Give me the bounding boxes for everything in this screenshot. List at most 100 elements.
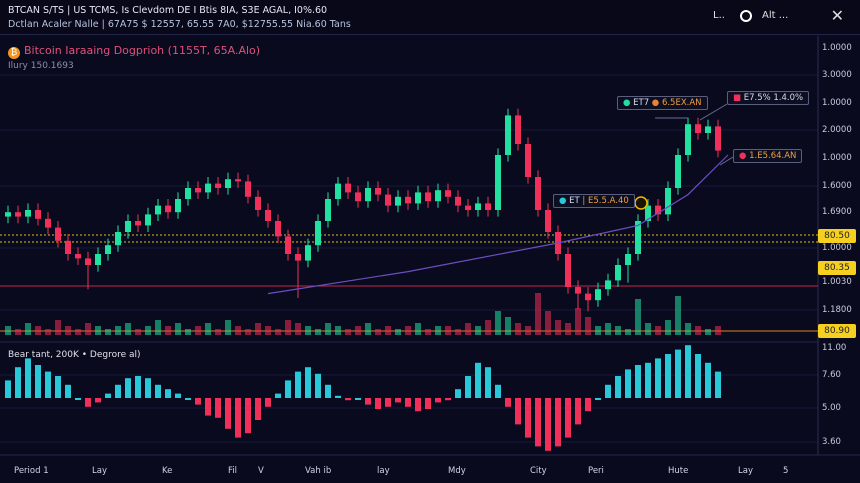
annotation-text: ET (569, 196, 580, 206)
candle-body (405, 196, 411, 204)
candle-body (495, 155, 501, 210)
price-axis-label: 1.0000 (822, 43, 852, 53)
volume-bar (415, 323, 421, 335)
price-axis-label: 1.6000 (822, 181, 852, 191)
time-axis-label: Period 1 (14, 466, 49, 476)
indicator-bar (605, 384, 611, 398)
candle-body (685, 124, 691, 155)
chart-subtitle: Ilury 150.1693 (8, 61, 74, 71)
candle-body (115, 232, 121, 246)
volume-bar (565, 323, 571, 335)
volume-bar (105, 329, 111, 335)
moving-average-line (267, 154, 729, 295)
indicator-bar (375, 398, 381, 409)
volume-bar (675, 296, 681, 335)
candle-body (245, 181, 251, 197)
event-marker-icon[interactable] (634, 196, 648, 210)
volume-bar (425, 329, 431, 335)
candle-body (675, 155, 681, 188)
indicator-bar (115, 384, 121, 398)
annotation-box[interactable]: ● ET | E5.5.A.40 (553, 194, 635, 208)
indicator-axis-label: 11.00 (822, 343, 847, 353)
annotation-leader (719, 156, 734, 166)
indicator-bar (165, 389, 171, 398)
indicator-bar (35, 365, 41, 398)
annotation-box[interactable]: ● 1.E5.64.AN (733, 149, 803, 163)
indicator-bar (635, 365, 641, 398)
candle-body (575, 287, 581, 294)
indicator-bar (105, 393, 111, 398)
indicator-axis-label: 5.00 (822, 403, 841, 413)
price-axis-label: 3.0000 (822, 70, 852, 80)
indicator-bar (235, 398, 241, 438)
candle-body (75, 254, 81, 259)
indicator-bar (645, 362, 651, 398)
time-axis-label: Hute (668, 466, 689, 476)
alt-button[interactable]: Alt ... (762, 10, 789, 21)
volume-bar (155, 320, 161, 335)
indicator-bar (325, 384, 331, 398)
candle-body (395, 196, 401, 206)
volume-bar (345, 329, 351, 335)
volume-bar (235, 326, 241, 335)
time-axis-label: Mdy (448, 466, 466, 476)
volume-bar (275, 329, 281, 335)
top-bar: BTCAN S/TS | US TCMS, Is Clevdom DE I Bt… (0, 0, 860, 35)
candle-body (695, 124, 701, 133)
time-axis-label: lay (377, 466, 390, 476)
indicator-bar (195, 398, 201, 405)
volume-bar (15, 329, 21, 335)
volume-bar (365, 323, 371, 335)
record-icon[interactable] (740, 10, 752, 22)
indicator-bar (55, 376, 61, 398)
indicator-bar (455, 389, 461, 398)
volume-bar (555, 320, 561, 335)
volume-bar (405, 326, 411, 335)
indicator-bar (265, 398, 271, 407)
indicator-bar (295, 371, 301, 398)
indicator-bar (575, 398, 581, 425)
candle-body (425, 192, 431, 202)
header-short-button[interactable]: L.. (713, 10, 725, 21)
candle-body (155, 205, 161, 215)
indicator-bar (385, 398, 391, 407)
indicator-bar (335, 395, 341, 398)
indicator-bar (445, 398, 451, 401)
candle-body (565, 254, 571, 287)
volume-bar (95, 326, 101, 335)
candle-body (635, 221, 641, 254)
close-icon[interactable]: ✕ (830, 6, 844, 25)
volume-bar (65, 326, 71, 335)
indicator-bar (345, 398, 351, 401)
volume-bar (75, 329, 81, 335)
volume-bar (635, 299, 641, 335)
annotation-text: ET7 (633, 98, 650, 108)
indicator-bar (705, 362, 711, 398)
price-axis-label: 1.0000 (822, 243, 852, 253)
candle-body (595, 289, 601, 301)
indicator-bar (615, 376, 621, 398)
indicator-axis-label: 3.60 (822, 437, 841, 447)
indicator-bar (65, 384, 71, 398)
annotation-box[interactable]: ● ET7 ● 6.5EX.AN (617, 96, 708, 110)
annotation-box[interactable]: ■ E7.5% 1.4.0% (727, 91, 810, 105)
indicator-bar (525, 398, 531, 438)
indicator-bar (665, 354, 671, 398)
bitcoin-icon: ₿ (8, 47, 20, 59)
indicator-bar (125, 378, 131, 398)
indicator-bar (245, 398, 251, 434)
candle-body (315, 221, 321, 246)
indicator-bar (395, 398, 401, 403)
candle-body (535, 177, 541, 210)
indicator-bar (225, 398, 231, 429)
time-axis-label: 5 (783, 466, 789, 476)
volume-bar (395, 329, 401, 335)
candle-body (505, 115, 511, 155)
candle-body (435, 190, 441, 202)
candle-body (455, 196, 461, 206)
candle-body (295, 254, 301, 261)
candle-body (335, 183, 341, 199)
volume-bar (25, 323, 31, 335)
indicator-bar (535, 398, 541, 447)
